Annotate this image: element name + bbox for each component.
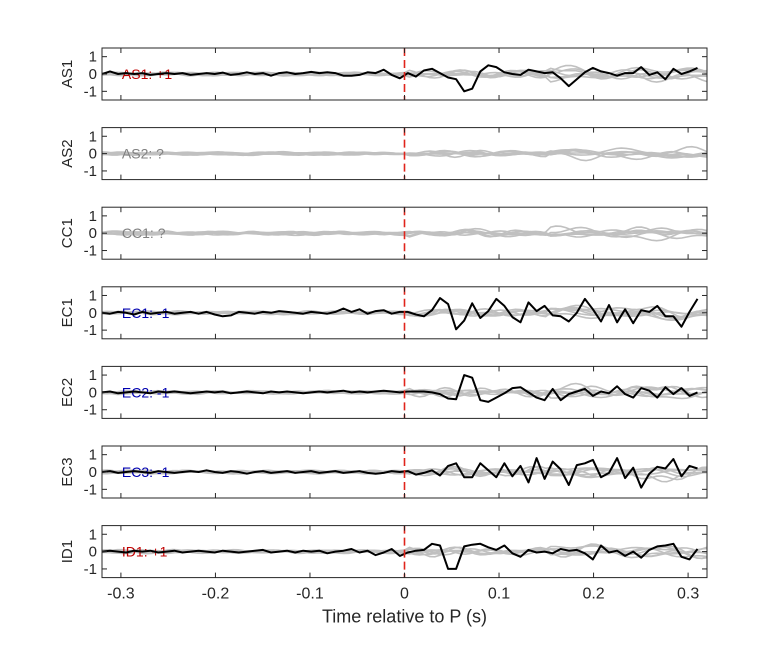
waveform-trace xyxy=(102,542,699,570)
y-tick-label: 1 xyxy=(89,49,97,66)
y-tick-label: -1 xyxy=(84,243,97,260)
waveform-trace xyxy=(102,457,698,489)
y-tick-label: 1 xyxy=(89,526,97,543)
y-tick-label: 0 xyxy=(89,464,97,481)
y-tick-label: -1 xyxy=(84,561,97,578)
y-tick-label: -1 xyxy=(84,83,97,100)
y-tick-label: 0 xyxy=(89,384,97,401)
y-tick-label: -1 xyxy=(84,163,97,180)
y-tick-label: -1 xyxy=(84,322,97,339)
y-tick-label: 1 xyxy=(89,128,97,145)
polarity-label: AS2: ? xyxy=(122,146,164,162)
panel-ylabel: EC1 xyxy=(59,298,76,327)
y-tick-label: 0 xyxy=(89,225,97,242)
panel-ylabel: AS1 xyxy=(59,60,76,88)
panel-ylabel: EC3 xyxy=(59,457,76,486)
y-tick-label: -1 xyxy=(84,402,97,419)
x-tick-label: 0.1 xyxy=(488,586,510,603)
y-tick-label: 0 xyxy=(89,544,97,561)
y-tick-label: 1 xyxy=(89,287,97,304)
polarity-label: CC1: ? xyxy=(122,225,166,241)
x-tick-label: 0 xyxy=(400,586,409,603)
panel-cc1: CC1: ? 10-1 CC1 xyxy=(59,206,708,260)
y-tick-label: 0 xyxy=(89,146,97,163)
y-tick-label: 1 xyxy=(89,447,97,464)
x-tick-label: -0.1 xyxy=(296,586,324,603)
y-tick-label: 0 xyxy=(89,305,97,322)
y-tick-label: 1 xyxy=(89,208,97,225)
panel-ylabel: AS2 xyxy=(59,139,76,167)
y-tick-label: -1 xyxy=(84,481,97,498)
waveform-trace xyxy=(102,374,698,403)
x-tick-label: 0.3 xyxy=(677,586,699,603)
panel-ylabel: CC1 xyxy=(59,218,76,248)
waveform-trace xyxy=(102,64,698,93)
waveform-trace xyxy=(102,297,699,331)
x-tick-label: 0.2 xyxy=(582,586,604,603)
x-tick-label: -0.3 xyxy=(107,586,135,603)
x-tick-label: -0.2 xyxy=(202,586,230,603)
panel-as2: AS2: ? 10-1 AS2 xyxy=(59,127,708,181)
x-axis-label: Time relative to P (s) xyxy=(322,607,487,627)
y-tick-label: 1 xyxy=(89,367,97,384)
panel-ylabel: EC2 xyxy=(59,378,76,407)
panel-ylabel: ID1 xyxy=(59,540,76,563)
y-tick-label: 0 xyxy=(89,66,97,83)
